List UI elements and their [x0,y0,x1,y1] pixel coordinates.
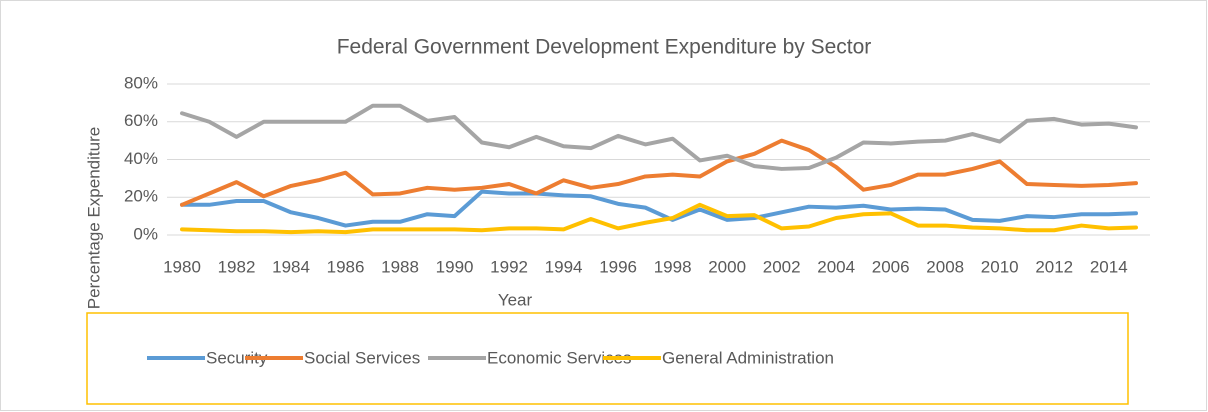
x-tick-label: 1986 [327,257,365,276]
y-tick-label: 20% [124,187,158,206]
x-tick-label: 2000 [708,257,746,276]
x-tick-label: 2002 [763,257,801,276]
series-line [180,138,1138,207]
y-tick-label: 0% [133,224,158,243]
x-tick-label: 2010 [981,257,1019,276]
legend-label: General Administration [662,348,834,367]
x-tick-label: 1992 [490,257,528,276]
x-tick-label: 1990 [436,257,474,276]
x-tick-label: 1996 [599,257,637,276]
x-tick-label: 1988 [381,257,419,276]
legend-box [86,312,1129,405]
x-tick-label: 2008 [926,257,964,276]
x-axis-label: Year [498,290,533,309]
x-tick-label: 1994 [545,257,583,276]
series-line [180,202,1138,235]
x-tick-label: 2014 [1090,257,1128,276]
x-tick-label: 1998 [654,257,692,276]
x-tick-label: 1982 [218,257,256,276]
x-tick-label: 2004 [817,257,855,276]
series-line [180,103,1138,171]
x-tick-label: 2012 [1035,257,1073,276]
series-line [180,189,1138,228]
x-tick-label: 2006 [872,257,910,276]
y-tick-label: 60% [124,111,158,130]
x-tick-label: 1984 [272,257,310,276]
y-axis-label: Percentage Expenditure [84,127,103,309]
legend-label: Social Services [304,348,420,367]
legend-label: Security [206,348,268,367]
legend-label: Economic Services [487,348,632,367]
chart-title: Federal Government Development Expenditu… [337,36,872,59]
y-tick-label: 80% [124,73,158,92]
x-tick-label: 1980 [163,257,201,276]
y-tick-label: 40% [124,149,158,168]
